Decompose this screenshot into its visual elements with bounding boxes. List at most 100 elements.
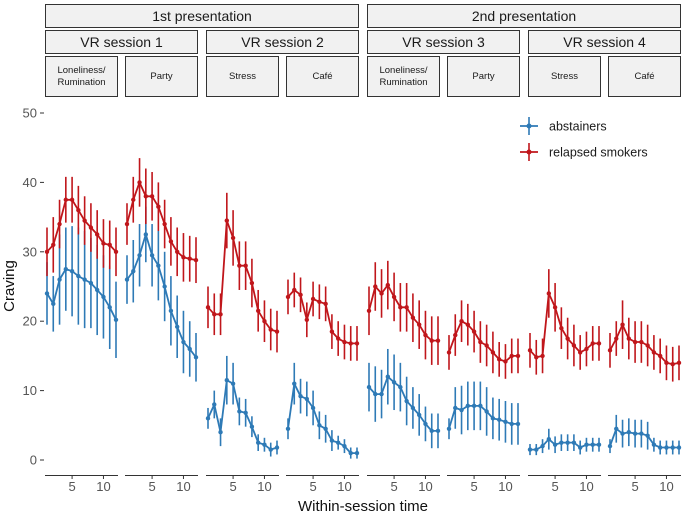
panel-strip — [286, 56, 359, 97]
facet-panel: 5 10 — [205, 192, 280, 494]
series-relapsed-smokers — [285, 272, 360, 361]
data-point — [546, 436, 552, 442]
series-line — [287, 289, 357, 345]
data-point — [212, 402, 217, 407]
panel-strip — [125, 56, 198, 97]
series-relapsed-smokers — [446, 300, 521, 379]
data-point — [676, 360, 682, 366]
data-point — [540, 443, 545, 449]
panel-strip — [206, 56, 279, 97]
data-point — [342, 339, 347, 345]
data-point — [596, 341, 602, 346]
data-point — [181, 255, 186, 260]
data-point — [571, 343, 577, 348]
data-point — [416, 412, 422, 418]
data-point — [509, 421, 514, 427]
data-point — [398, 384, 403, 390]
legend: abstainers relapsed smokers — [520, 117, 648, 161]
panel-label: Rumination — [379, 77, 427, 88]
data-point — [416, 322, 422, 327]
panel-strip — [528, 56, 601, 97]
session-label: VR session 4 — [563, 34, 646, 50]
data-point — [453, 405, 458, 411]
panel-label: Party — [150, 71, 172, 82]
data-point — [446, 426, 452, 431]
data-point — [478, 339, 483, 345]
data-point — [82, 277, 87, 282]
data-point — [63, 197, 69, 202]
data-point — [292, 287, 297, 293]
x-tick-label: 5 — [551, 479, 558, 494]
data-point — [298, 292, 303, 298]
data-point — [410, 405, 416, 411]
data-point — [44, 249, 50, 254]
data-point — [262, 442, 267, 447]
data-point — [534, 447, 539, 452]
data-point — [224, 218, 230, 223]
facet-panel: 5 10 — [607, 300, 682, 494]
panel-strip — [447, 56, 520, 97]
data-point — [459, 407, 464, 413]
series-line — [126, 233, 197, 358]
data-point — [565, 336, 570, 341]
data-point — [503, 419, 508, 425]
series-abstainers — [446, 381, 521, 445]
data-point — [230, 235, 236, 241]
data-point — [398, 305, 403, 310]
series-line — [609, 323, 680, 366]
panel-label: Stress — [551, 71, 578, 82]
data-point — [51, 301, 56, 307]
data-point — [310, 405, 316, 411]
data-point — [268, 327, 273, 332]
data-point — [577, 350, 583, 355]
data-point — [577, 445, 583, 450]
data-point — [187, 256, 192, 261]
data-point — [274, 445, 280, 450]
data-point — [193, 355, 199, 360]
data-point — [385, 374, 391, 379]
data-point — [607, 348, 613, 353]
session-strip — [528, 30, 681, 54]
data-point — [274, 329, 280, 334]
presentation-label: 2nd presentation — [472, 8, 576, 24]
x-tick-label: 5 — [470, 479, 477, 494]
data-point — [354, 450, 360, 456]
data-point — [478, 403, 483, 409]
x-axis-label: Within-session time — [298, 498, 428, 515]
presentation-strip — [367, 4, 681, 28]
data-point — [527, 447, 533, 452]
series-line — [207, 379, 278, 451]
data-point — [107, 242, 112, 248]
data-point — [298, 393, 303, 399]
data-point — [590, 341, 595, 346]
x-tick-label: 10 — [418, 479, 432, 494]
series-line — [46, 268, 117, 321]
data-point — [131, 197, 136, 202]
session-strip — [45, 30, 198, 54]
data-point — [496, 357, 502, 362]
data-point — [614, 336, 619, 341]
series-abstainers — [607, 414, 682, 455]
data-point — [310, 296, 316, 302]
data-point — [143, 232, 149, 237]
series-relapsed-smokers — [124, 158, 199, 284]
series-abstainers — [527, 428, 602, 456]
facet-panel: 5 10 — [44, 176, 119, 494]
data-point — [584, 346, 589, 352]
data-point — [113, 317, 119, 323]
data-point — [168, 308, 174, 313]
data-point — [453, 332, 458, 338]
data-point — [552, 305, 558, 310]
data-point — [124, 221, 130, 227]
data-point — [304, 317, 310, 323]
data-point — [584, 442, 589, 447]
data-point — [317, 299, 322, 304]
data-point — [639, 431, 644, 436]
y-axis: 0 10 20 30 40 50 — [23, 106, 44, 468]
panel-strip — [367, 56, 440, 97]
data-point — [509, 353, 514, 359]
series-line — [530, 438, 599, 451]
data-point — [423, 421, 428, 427]
data-point — [218, 312, 223, 317]
